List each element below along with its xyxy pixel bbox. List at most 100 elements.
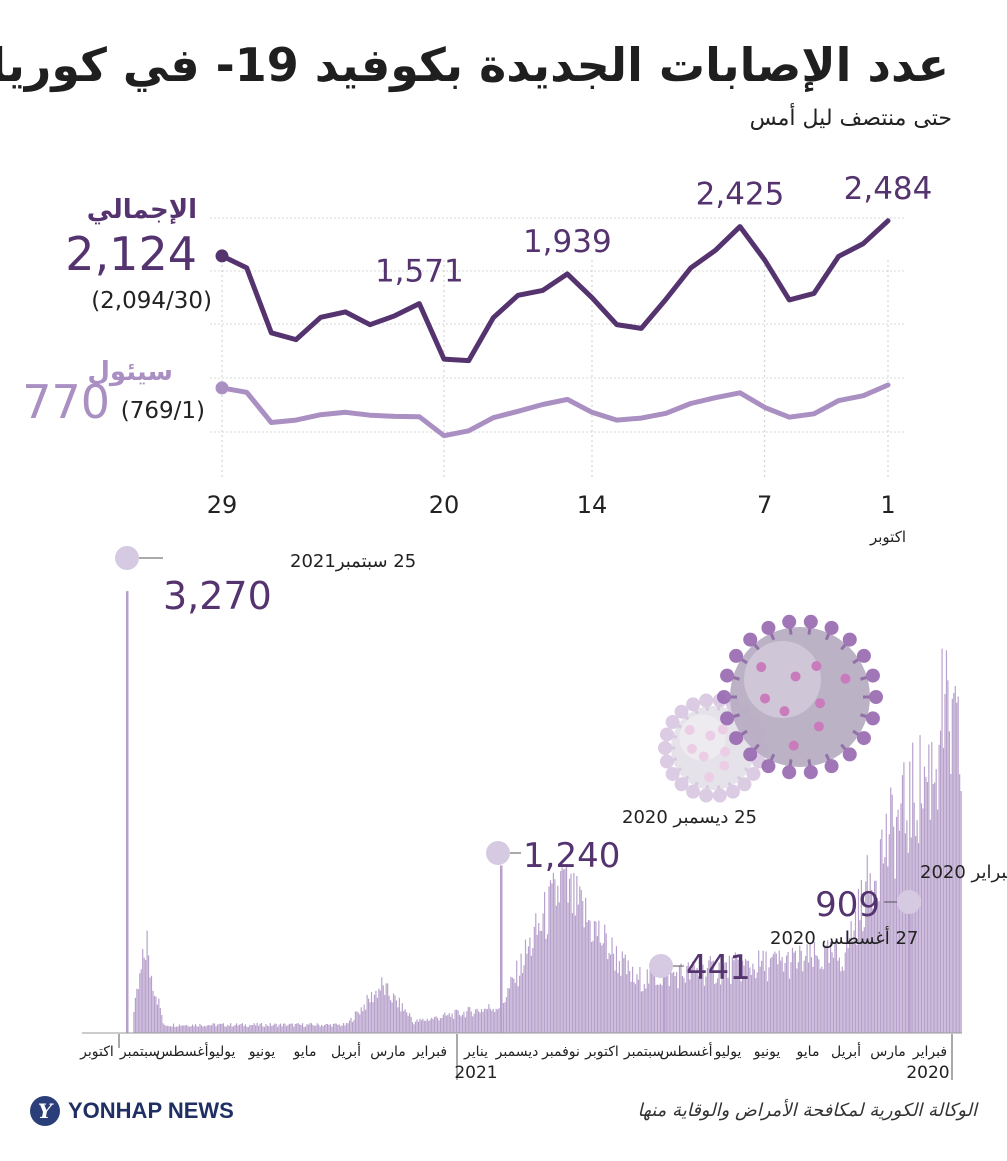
data-label: 1,939: [523, 224, 612, 260]
bar: [527, 946, 530, 1033]
month-label: أبريل: [831, 1042, 861, 1060]
bar: [656, 984, 659, 1033]
bar: [373, 994, 376, 1033]
annotation-date: 25 ديسمبر 2020: [622, 807, 757, 828]
annotation-date: 25 سبتمبر2021: [290, 551, 416, 572]
virus-spike: [803, 765, 818, 780]
bar: [300, 1025, 302, 1033]
bar: [517, 986, 519, 1033]
bar: [495, 1008, 497, 1033]
bar: [645, 988, 647, 1033]
bar: [321, 1024, 323, 1033]
bar: [579, 886, 581, 1033]
bar: [250, 1025, 252, 1033]
bar: [699, 975, 701, 1033]
bar: [821, 966, 823, 1033]
bar: [297, 1023, 299, 1033]
bar: [548, 886, 550, 1033]
bar: [667, 968, 669, 1033]
bar: [184, 1025, 186, 1033]
bar: [406, 1012, 408, 1033]
bar: [344, 1025, 346, 1033]
bar: [205, 1026, 207, 1033]
bar: [394, 995, 396, 1033]
bar: [744, 959, 747, 1033]
bar: [554, 879, 556, 1033]
bar: [414, 1021, 417, 1033]
bar: [919, 735, 921, 1033]
bar: [407, 1015, 409, 1033]
bar: [236, 1023, 238, 1033]
virus-protein: [717, 724, 728, 735]
bar: [571, 913, 574, 1033]
month-label: فبراير: [912, 1044, 947, 1060]
bar: [680, 963, 682, 1033]
bar: [891, 794, 893, 1033]
virus-spike: [659, 727, 674, 742]
bar: [178, 1024, 180, 1033]
bar: [599, 942, 601, 1033]
bar: [429, 1019, 431, 1033]
bar: [674, 976, 676, 1033]
bar: [866, 855, 868, 1033]
legend-total-note: (2,094/30): [91, 288, 212, 314]
bar: [777, 964, 779, 1033]
month-label: أغسطس: [659, 1042, 712, 1060]
bar: [187, 1026, 189, 1033]
bar: [796, 968, 798, 1033]
bar: [483, 1008, 486, 1033]
bar: [627, 960, 629, 1033]
x-tick-label: 7: [757, 491, 772, 519]
legend-total-value: 2,124: [65, 227, 197, 281]
bar: [183, 1025, 185, 1033]
bar: [920, 803, 923, 1033]
bar: [288, 1023, 290, 1033]
bar: [240, 1024, 242, 1033]
bar: [898, 830, 901, 1033]
bar: [555, 905, 557, 1033]
bar: [552, 872, 554, 1033]
virus-spike: [665, 766, 680, 781]
bar: [469, 1007, 471, 1033]
bar: [272, 1025, 274, 1033]
bar: [392, 993, 395, 1033]
bar: [813, 941, 816, 1033]
virus-spike: [699, 788, 714, 803]
bar: [538, 923, 540, 1033]
yonhap-logo-icon: Y: [30, 1096, 60, 1126]
virus-spike: [761, 620, 776, 635]
bar: [633, 982, 635, 1033]
bar: [577, 904, 579, 1033]
bar: [808, 962, 810, 1033]
x-tick-label: 14: [577, 491, 608, 519]
virus-spike-stem: [691, 781, 699, 793]
bar: [224, 1026, 226, 1033]
bar: [778, 950, 780, 1033]
bar: [734, 952, 736, 1033]
bar: [876, 897, 879, 1033]
bar: [859, 920, 861, 1033]
bar: [285, 1026, 288, 1033]
bar: [822, 969, 824, 1033]
bar: [216, 1024, 219, 1033]
bar: [230, 1023, 232, 1033]
annotation-date: 29 فبراير 2020: [920, 862, 1007, 883]
virus-protein: [811, 661, 822, 672]
bar: [299, 1024, 301, 1033]
bar: [888, 834, 890, 1033]
chart-title: عدد الإصابات الجديدة بكوفيد 19- في كوريا: [0, 38, 949, 92]
annotation-value: 1,240: [523, 836, 620, 876]
bar: [539, 930, 541, 1033]
bar: [589, 920, 591, 1033]
bar: [368, 998, 370, 1033]
virus-spike: [729, 648, 744, 663]
bar: [849, 938, 851, 1033]
bar: [375, 990, 377, 1033]
virus-spike-stem: [743, 767, 755, 776]
bar: [856, 944, 858, 1033]
bar: [463, 1011, 465, 1033]
series-line-seoul: [219, 382, 891, 439]
bar: [260, 1023, 263, 1033]
annotation-value: 909: [815, 885, 880, 925]
virus-protein: [760, 693, 771, 704]
